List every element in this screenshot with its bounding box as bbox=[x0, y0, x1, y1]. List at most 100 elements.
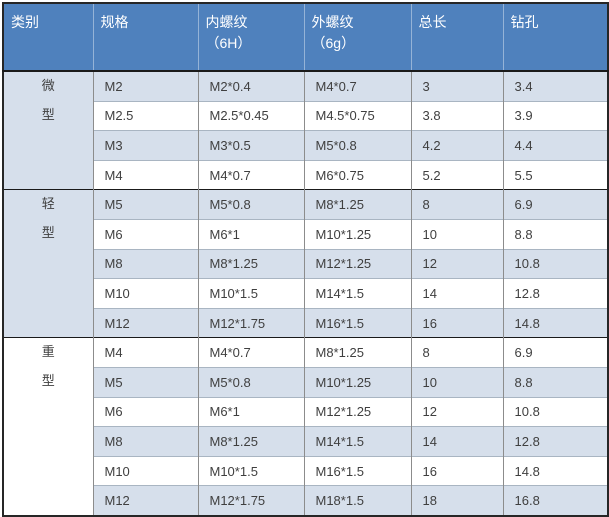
table-row: M10 M10*1.5 M14*1.5 14 12.8 bbox=[3, 278, 608, 309]
table-cell: M8*1.25 bbox=[303, 189, 411, 220]
category-char: 型 bbox=[41, 372, 55, 388]
table-cell: M6*0.75 bbox=[303, 159, 411, 190]
header-row: 类别 规格 内螺纹 （6H） 外螺纹 （6g） 总长 钻孔 bbox=[3, 3, 608, 72]
table-cell: M14*1.5 bbox=[303, 278, 411, 309]
table-cell: M16*1.5 bbox=[303, 307, 411, 338]
table-row: 微型 M2 M2*0.4 M4*0.7 3 3.4 bbox=[3, 71, 608, 190]
table-cell: 3 bbox=[410, 71, 503, 102]
table-cell: M4 bbox=[92, 159, 198, 190]
table-cell: M3 bbox=[92, 130, 198, 161]
table-cell: M2.5*0.45 bbox=[197, 100, 304, 131]
table-cell: M2 bbox=[92, 71, 198, 102]
table-cell: 4.2 bbox=[410, 130, 503, 161]
table-cell: 14 bbox=[410, 426, 503, 457]
table-cell: 14.8 bbox=[502, 307, 608, 338]
table-cell: M4 bbox=[92, 337, 198, 368]
table-row: M8 M8*1.25 M12*1.25 12 10.8 bbox=[3, 248, 608, 279]
table-cell: M12*1.75 bbox=[197, 485, 304, 516]
table-cell: 12.8 bbox=[502, 278, 608, 309]
category-char: 重 bbox=[41, 344, 55, 360]
table-cell: 6.9 bbox=[502, 189, 608, 220]
table-cell: M8*1.25 bbox=[197, 426, 304, 457]
table-cell: M5*0.8 bbox=[303, 130, 411, 161]
header-external-thread-label: 外螺纹 bbox=[311, 14, 354, 30]
table-body: 微型 M2 M2*0.4 M4*0.7 3 3.4 M2.5 M2.5*0.45 M4.5*0.… bbox=[3, 71, 608, 516]
header-total-length: 总长 bbox=[410, 3, 503, 72]
table-row: M6 M6*1 M12*1.25 12 10.8 bbox=[3, 396, 608, 427]
table-cell: M8*1.25 bbox=[197, 248, 304, 279]
table-cell: M10*1.5 bbox=[197, 455, 304, 486]
category-char: 型 bbox=[41, 106, 55, 122]
table-cell: 16 bbox=[410, 307, 503, 338]
table-row: M4 M4*0.7 M6*0.75 5.2 5.5 bbox=[3, 159, 608, 190]
table-cell: M4*0.7 bbox=[303, 71, 411, 102]
table-cell: 16 bbox=[410, 455, 503, 486]
table-cell: M12 bbox=[92, 307, 198, 338]
table-row: M12 M12*1.75 M18*1.5 18 16.8 bbox=[3, 485, 608, 516]
table-cell: M5 bbox=[92, 189, 198, 220]
table-cell: M4.5*0.75 bbox=[303, 100, 411, 131]
table-cell: 14.8 bbox=[502, 455, 608, 486]
header-drill-hole: 钻孔 bbox=[502, 3, 608, 72]
table-cell: M3*0.5 bbox=[197, 130, 304, 161]
table-cell: M12*1.25 bbox=[303, 396, 411, 427]
table-cell: M10*1.5 bbox=[197, 278, 304, 309]
header-internal-thread: 内螺纹 （6H） bbox=[197, 3, 304, 72]
table-cell: 14 bbox=[410, 278, 503, 309]
table-row: 轻型 M5 M5*0.8 M8*1.25 8 6.9 bbox=[3, 189, 608, 338]
table-cell: 10 bbox=[410, 218, 503, 250]
header-spec-label: 规格 bbox=[100, 14, 129, 30]
header-internal-thread-label: 内螺纹 bbox=[205, 14, 248, 30]
table-cell: M4*0.7 bbox=[197, 337, 304, 368]
table-row: M6 M6*1 M10*1.25 10 8.8 bbox=[3, 218, 608, 250]
header-external-thread: 外螺纹 （6g） bbox=[303, 3, 411, 72]
table-row: M10 M10*1.5 M16*1.5 16 14.8 bbox=[3, 455, 608, 486]
table-cell: M2*0.4 bbox=[197, 71, 304, 102]
table-cell: 18 bbox=[410, 485, 503, 516]
table-row: 重型 M4 M4*0.7 M8*1.25 8 6.9 bbox=[3, 337, 608, 516]
category-char: 型 bbox=[41, 224, 55, 240]
table-cell: M5 bbox=[92, 366, 198, 398]
table-cell: M5*0.8 bbox=[197, 189, 304, 220]
header-category: 类别 bbox=[3, 3, 93, 72]
table-cell: M14*1.5 bbox=[303, 426, 411, 457]
table-cell: 4.4 bbox=[502, 130, 608, 161]
table-cell: 3.8 bbox=[410, 100, 503, 131]
table-cell: 10 bbox=[410, 366, 503, 398]
table-cell: M6 bbox=[92, 218, 198, 250]
table-cell: M12*1.75 bbox=[197, 307, 304, 338]
table-cell: 10.8 bbox=[502, 396, 608, 427]
table-cell: M8*1.25 bbox=[303, 337, 411, 368]
table-cell: 8 bbox=[410, 337, 503, 368]
table-cell: M6*1 bbox=[197, 396, 304, 427]
table-cell: 5.2 bbox=[410, 159, 503, 190]
table-cell: M10*1.25 bbox=[303, 366, 411, 398]
header-total-length-label: 总长 bbox=[418, 14, 447, 30]
table-cell: 12 bbox=[410, 396, 503, 427]
header-spec: 规格 bbox=[92, 3, 198, 72]
table-cell: 8.8 bbox=[502, 218, 608, 250]
table-cell: 10.8 bbox=[502, 248, 608, 279]
table-cell: M10 bbox=[92, 278, 198, 309]
table-cell: 8 bbox=[410, 189, 503, 220]
table-cell: M18*1.5 bbox=[303, 485, 411, 516]
header-internal-thread-subline: （6H） bbox=[205, 35, 252, 51]
table-cell: 3.4 bbox=[502, 71, 608, 102]
table-cell: 3.9 bbox=[502, 100, 608, 131]
table-cell: M8 bbox=[92, 248, 198, 279]
table-cell: M16*1.5 bbox=[303, 455, 411, 486]
table-cell: M6 bbox=[92, 396, 198, 427]
table-row: M2.5 M2.5*0.45 M4.5*0.75 3.8 3.9 bbox=[3, 100, 608, 131]
table-cell: 5.5 bbox=[502, 159, 608, 190]
category-cell: 微型 bbox=[3, 71, 93, 190]
table-cell: 12 bbox=[410, 248, 503, 279]
table-cell: M2.5 bbox=[92, 100, 198, 131]
table-cell: 8.8 bbox=[502, 366, 608, 398]
table-cell: M12*1.25 bbox=[303, 248, 411, 279]
category-char: 轻 bbox=[41, 196, 55, 212]
table-row: M5 M5*0.8 M10*1.25 10 8.8 bbox=[3, 366, 608, 398]
table-cell: M8 bbox=[92, 426, 198, 457]
header-category-label: 类别 bbox=[11, 14, 39, 30]
